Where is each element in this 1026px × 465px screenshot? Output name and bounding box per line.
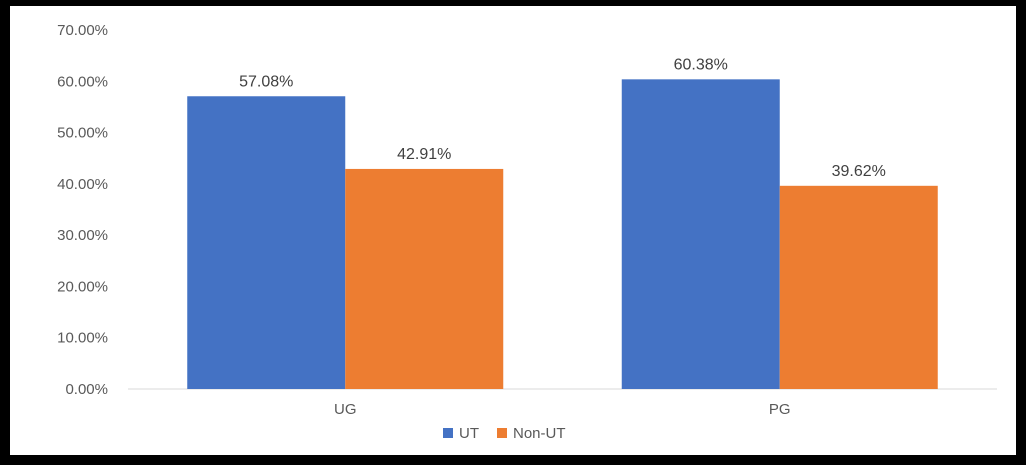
legend-label: UT	[459, 425, 479, 442]
legend-swatch	[497, 428, 507, 438]
legend-label: Non-UT	[513, 425, 566, 442]
y-tick-label: 20.00%	[57, 278, 108, 295]
y-axis: 0.00% 10.00% 20.00% 30.00% 40.00% 50.00% 60.00…	[57, 22, 108, 398]
x-tick-label: PG	[769, 401, 791, 418]
y-tick-label: 60.00%	[57, 73, 108, 90]
y-tick-label: 30.00%	[57, 227, 108, 244]
x-tick-label: UG	[334, 401, 357, 418]
y-tick-label: 50.00%	[57, 125, 108, 142]
data-label: 39.62%	[832, 163, 886, 180]
bar-non-ut-pg	[779, 185, 938, 389]
bar-ut-ug	[187, 96, 346, 390]
legend-swatch	[443, 428, 453, 438]
legend: UT Non-UT	[443, 425, 566, 442]
y-tick-label: 10.00%	[57, 330, 108, 347]
data-label: 60.38%	[674, 56, 728, 73]
x-axis: UG PG	[334, 401, 791, 418]
bar-non-ut-ug	[345, 168, 504, 389]
y-tick-label: 40.00%	[57, 176, 108, 193]
data-label: 57.08%	[239, 73, 293, 90]
data-label: 42.91%	[397, 146, 451, 163]
y-tick-label: 0.00%	[65, 381, 108, 398]
y-tick-label: 70.00%	[57, 22, 108, 39]
bars: 57.08% 42.91% 60.38% 39.62%	[187, 56, 938, 390]
bar-ut-pg	[621, 79, 780, 390]
